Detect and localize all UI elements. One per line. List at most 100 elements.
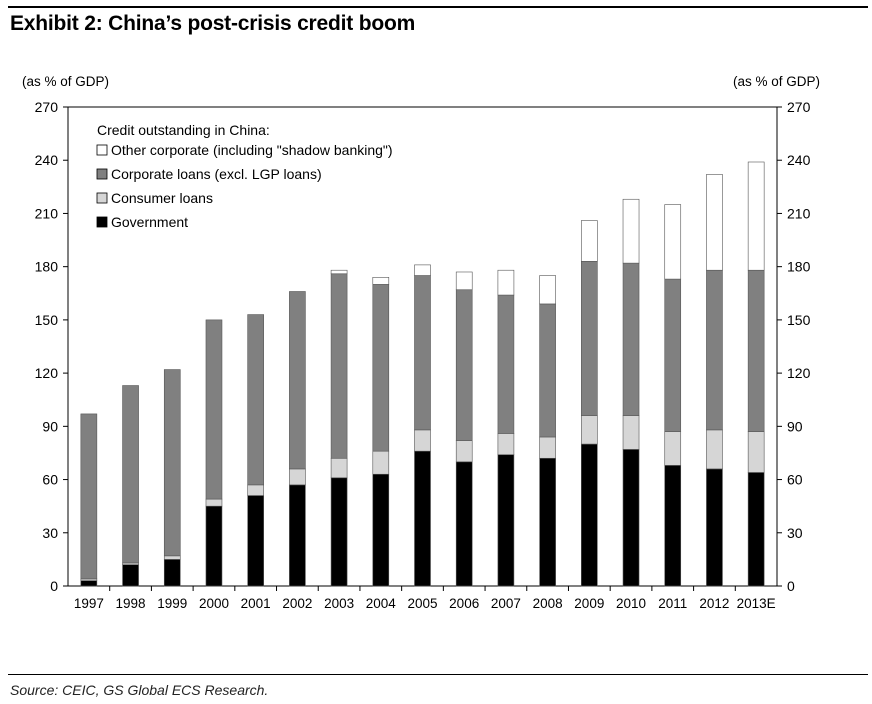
- bar-segment-consumer: [497, 433, 515, 456]
- y-tick-label-right: 180: [787, 259, 811, 275]
- y-tick-label-right: 270: [787, 99, 811, 115]
- bar-segment-government: [289, 484, 306, 587]
- y-tick-label-left: 0: [50, 578, 58, 594]
- bar-segment-corporate: [330, 273, 348, 459]
- bar-segment-government: [122, 564, 139, 587]
- bar-segment-consumer: [372, 450, 390, 475]
- bar-segment-other: [497, 269, 515, 296]
- y-tick-label-left: 90: [42, 418, 58, 434]
- bar-segment-corporate: [372, 284, 390, 452]
- bar-segment-consumer: [163, 555, 181, 560]
- y-tick-label-right: 60: [787, 472, 803, 488]
- legend-label: Government: [111, 214, 188, 230]
- bar-segment-corporate: [80, 413, 98, 580]
- bar-segment-government: [539, 457, 556, 587]
- y-tick-label-left: 60: [42, 472, 58, 488]
- y-tick-label-left: 150: [35, 312, 59, 328]
- y-tick-label-right: 90: [787, 418, 803, 434]
- bar-segment-consumer: [664, 431, 682, 466]
- bar-segment-other: [539, 275, 556, 305]
- right-axis-unit-label: (as % of GDP): [732, 74, 820, 89]
- exhibit-title: Exhibit 2: China’s post-crisis credit bo…: [10, 12, 416, 35]
- bar-segment-consumer: [205, 498, 223, 507]
- y-tick-label-left: 240: [35, 152, 59, 168]
- bar-segment-government: [581, 443, 598, 587]
- bar-segment-corporate: [497, 294, 515, 434]
- bar-segment-other: [664, 204, 682, 280]
- bar-segment-government: [205, 505, 223, 587]
- x-tick-label: 2013E: [737, 596, 776, 611]
- y-tick-label-left: 210: [35, 205, 59, 221]
- y-tick-label-left: 30: [42, 525, 58, 541]
- legend-label: Corporate loans (excl. LGP loans): [111, 166, 322, 182]
- legend-swatch: [96, 168, 108, 180]
- bar-segment-consumer: [289, 468, 306, 486]
- y-tick-label-left: 180: [35, 259, 59, 275]
- bar-segment-government: [80, 580, 98, 587]
- x-tick-label: 2010: [616, 596, 646, 611]
- legend-swatch: [96, 192, 108, 204]
- bar-segment-government: [747, 472, 765, 587]
- bar-segment-other: [581, 220, 598, 262]
- bar-segment-consumer: [706, 429, 723, 470]
- x-tick-label: 2011: [658, 596, 687, 611]
- legend-swatch: [96, 144, 108, 156]
- bar-segment-other: [372, 277, 390, 285]
- bar-segment-corporate: [163, 369, 181, 557]
- x-tick-label: 2000: [199, 596, 229, 611]
- bar-segment-consumer: [455, 440, 473, 463]
- bar-segment-corporate: [622, 262, 640, 416]
- bar-segment-corporate: [414, 275, 431, 431]
- y-tick-label-right: 150: [787, 312, 811, 328]
- x-tick-label: 2001: [241, 596, 271, 611]
- legend-label: Other corporate (including "shadow banki…: [111, 142, 393, 158]
- legend-label: Consumer loans: [111, 190, 213, 206]
- source-note: Source: CEIC, GS Global ECS Research.: [10, 682, 269, 698]
- x-tick-label: 1997: [74, 596, 104, 611]
- bar-segment-government: [330, 477, 348, 587]
- bar-segment-corporate: [289, 291, 306, 470]
- x-tick-label: 2007: [491, 596, 521, 611]
- bar-segment-other: [622, 198, 640, 264]
- left-axis-unit-label: (as % of GDP): [22, 74, 110, 89]
- y-tick-label-left: 120: [35, 365, 59, 381]
- bar-segment-corporate: [205, 319, 223, 500]
- bar-segment-government: [372, 473, 390, 587]
- y-tick-label-right: 120: [787, 365, 811, 381]
- bar-segment-other: [747, 161, 765, 271]
- bar-segment-government: [706, 468, 723, 587]
- y-tick-label-right: 210: [787, 205, 811, 221]
- x-tick-label: 2003: [324, 596, 354, 611]
- bar-segment-corporate: [706, 269, 723, 431]
- legend-swatch: [96, 216, 108, 228]
- x-tick-label: 1999: [157, 596, 187, 611]
- bar-segment-corporate: [664, 278, 682, 432]
- y-tick-label-left: 270: [35, 99, 59, 115]
- bar-segment-consumer: [622, 415, 640, 450]
- bar-segment-government: [455, 461, 473, 587]
- legend-title: Credit outstanding in China:: [97, 122, 270, 138]
- x-tick-label: 2004: [366, 596, 397, 611]
- y-tick-label-right: 0: [787, 578, 795, 594]
- bar-segment-consumer: [247, 484, 264, 496]
- top-rule: [8, 6, 868, 8]
- x-tick-label: 2012: [699, 596, 729, 611]
- bar-segment-corporate: [122, 385, 139, 564]
- bar-segment-corporate: [581, 261, 598, 416]
- x-tick-label: 2002: [282, 596, 312, 611]
- bar-segment-government: [247, 495, 264, 587]
- y-tick-label-right: 240: [787, 152, 811, 168]
- y-tick-label-right: 30: [787, 525, 803, 541]
- bar-segment-other: [455, 271, 473, 291]
- bar-segment-other: [330, 269, 348, 275]
- x-tick-label: 2008: [533, 596, 563, 611]
- bar-segment-consumer: [539, 436, 556, 459]
- bottom-rule: [8, 674, 868, 675]
- x-tick-label: 2005: [407, 596, 437, 611]
- bar-segment-government: [622, 449, 640, 587]
- bar-segment-corporate: [747, 269, 765, 432]
- bar-segment-other: [414, 264, 431, 276]
- bar-segment-consumer: [747, 431, 765, 473]
- bar-segment-corporate: [247, 314, 264, 486]
- bar-segment-consumer: [414, 429, 431, 452]
